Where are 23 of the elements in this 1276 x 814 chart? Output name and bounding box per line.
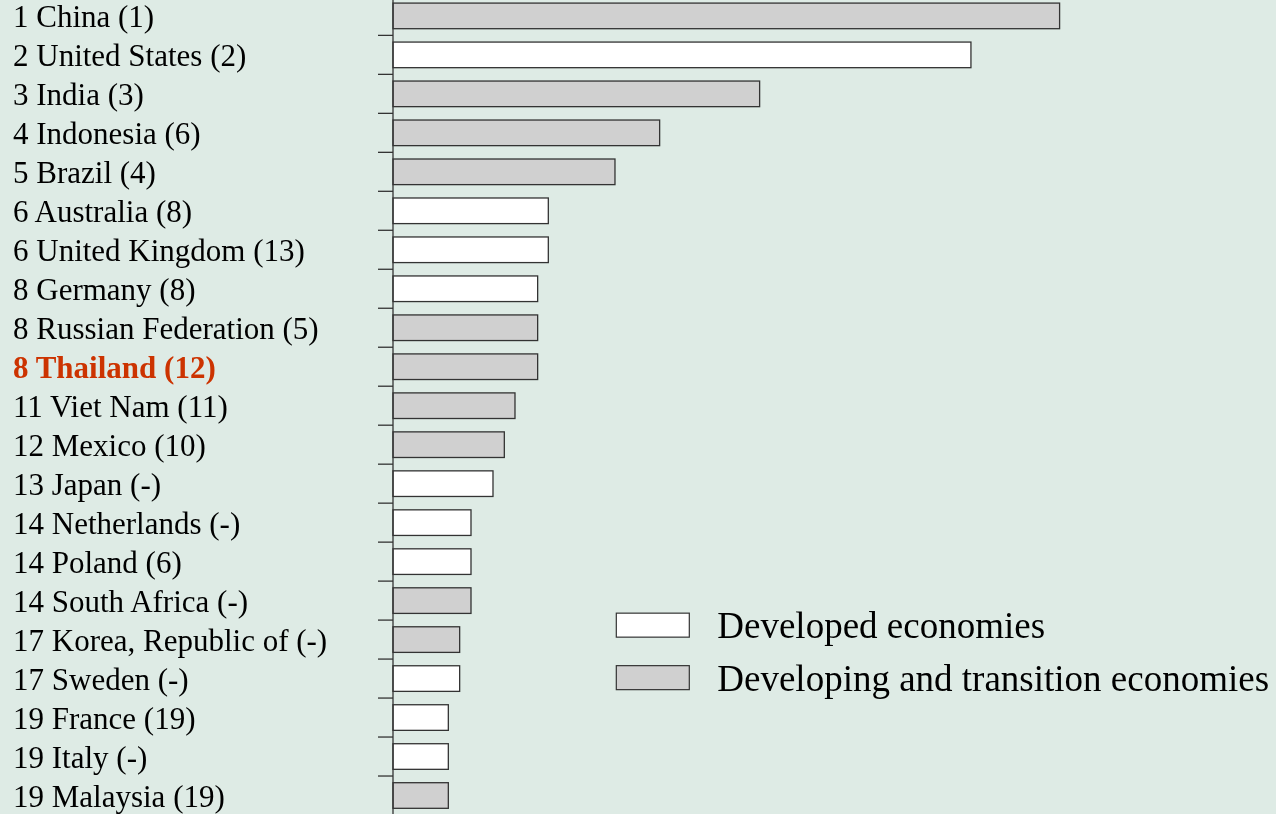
y-tick-label: 2 United States (2) [13, 37, 247, 73]
legend-label: Developing and transition economies [717, 657, 1270, 699]
y-tick-label: 14 Poland (6) [13, 544, 182, 580]
y-tick-label: 6 United Kingdom (13) [13, 232, 305, 268]
y-tick-label: 17 Korea, Republic of (-) [13, 622, 328, 658]
y-tick-label: 11 Viet Nam (11) [13, 388, 228, 424]
y-tick-label: 19 France (19) [13, 700, 196, 736]
y-tick-label: 8 Russian Federation (5) [13, 310, 319, 346]
y-tick-label: 19 Malaysia (19) [13, 778, 225, 814]
y-tick-label: 14 Netherlands (-) [13, 505, 241, 541]
y-tick-label: 4 Indonesia (6) [13, 115, 201, 151]
y-tick-label: 17 Sweden (-) [13, 661, 189, 697]
y-tick-label: 19 Italy (-) [13, 739, 148, 775]
y-tick-label: 12 Mexico (10) [13, 427, 206, 463]
y-tick-label: 14 South Africa (-) [13, 583, 249, 619]
y-tick-label: 1 China (1) [13, 0, 155, 34]
y-tick-label: 6 Australia (8) [13, 193, 193, 229]
y-tick-label: 5 Brazil (4) [13, 154, 156, 190]
y-tick-label: 13 Japan (-) [13, 466, 162, 502]
legend-label: Developed economies [717, 604, 1046, 646]
y-tick-label: 8 Germany (8) [13, 271, 196, 307]
y-tick-label: 3 India (3) [13, 76, 144, 112]
y-tick-label: 8 Thailand (12) [13, 349, 216, 385]
